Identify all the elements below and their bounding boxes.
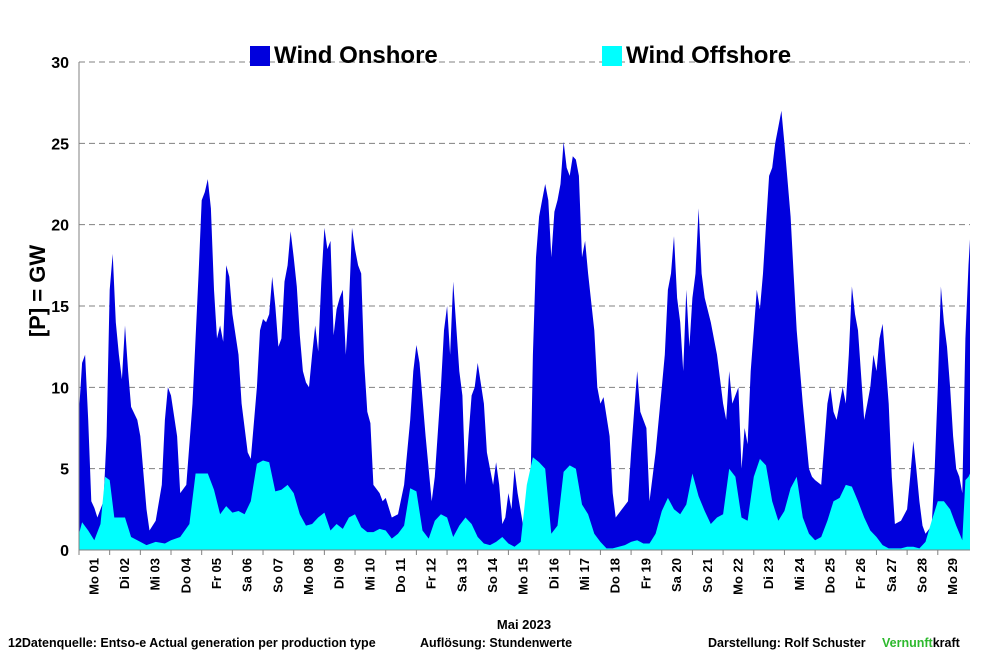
footer-source: 12Datenquelle: Entso-e Actual generation…	[8, 636, 376, 650]
x-tick-label: So 14	[485, 557, 500, 592]
x-tick-label: Di 23	[761, 558, 776, 589]
x-tick-labels: Mo 01 Di 02 Mi 03 Do 04 Fr 05 Sa 06 So 07 Mo 08…	[78, 550, 960, 595]
x-tick-label: Sa 27	[884, 558, 899, 592]
footer-resolution: Auflösung: Stundenwerte	[420, 636, 573, 650]
x-tick-label: Mo 22	[730, 558, 745, 595]
x-tick-label: Di 09	[332, 558, 347, 589]
y-tick-label-30: 30	[51, 55, 69, 72]
legend-label-offshore: Wind Offshore	[626, 42, 792, 69]
x-tick-label: Fr 12	[424, 558, 439, 589]
x-tick-label: Sa 06	[240, 558, 255, 592]
x-axis-title: Mai 2023	[496, 617, 552, 632]
x-tick-label: So 07	[270, 558, 285, 593]
x-tick-label: Mo 29	[945, 558, 960, 595]
footer-author: Darstellung: Rolf Schuster	[708, 636, 866, 650]
axes	[78, 62, 970, 551]
x-tick-label: Di 02	[117, 558, 132, 589]
area-wind-offshore	[79, 457, 970, 550]
x-tick-label: Fr 26	[853, 558, 868, 589]
x-tick-label: Do 04	[178, 557, 193, 593]
y-tick-label-0: 0	[60, 543, 69, 560]
area-series	[79, 110, 970, 551]
y-tick-label-20: 20	[51, 218, 69, 235]
x-tick-label: Fr 05	[209, 558, 224, 589]
y-tick-label-5: 5	[60, 462, 69, 479]
legend-swatch-onshore	[250, 46, 270, 66]
legend-label-onshore: Wind Onshore	[274, 42, 438, 69]
area-wind-onshore	[79, 110, 970, 551]
y-axis-title: [P] = GW	[25, 244, 50, 338]
x-tick-label: Mi 10	[362, 558, 377, 591]
x-tick-label: Do 18	[608, 558, 623, 593]
legend-swatch-offshore	[602, 46, 622, 66]
y-tick-label-15: 15	[51, 299, 69, 316]
x-tick-label: So 28	[914, 558, 929, 593]
x-tick-label: Sa 13	[454, 558, 469, 592]
x-tick-label: Di 16	[546, 558, 561, 589]
x-tick-label: Mo 08	[301, 558, 316, 595]
brand-black-part: kraft	[932, 636, 960, 650]
x-tick-label: Fr 19	[638, 558, 653, 589]
y-tick-label-25: 25	[51, 136, 69, 153]
x-tick-label: Mi 24	[792, 557, 807, 590]
x-tick-label: Sa 20	[669, 558, 684, 592]
brand-green-part: Vernunft	[882, 636, 933, 650]
y-tick-labels: 0 5 10 15 20 25 30	[51, 55, 69, 560]
x-tick-label: Do 25	[822, 558, 837, 593]
footer-brand: Vernunftkraft	[882, 636, 960, 650]
x-tick-label: Do 11	[393, 558, 408, 593]
x-tick-label: So 21	[700, 558, 715, 593]
gridlines	[79, 61, 970, 470]
x-tick-label: Mi 17	[577, 558, 592, 591]
legend-item-onshore: Wind Onshore	[250, 40, 438, 72]
x-tick-label: Mo 15	[516, 558, 531, 595]
legend-item-offshore: Wind Offshore	[602, 40, 791, 72]
y-tick-label-10: 10	[51, 380, 69, 397]
x-tick-label: Mi 03	[148, 558, 163, 591]
x-tick-label: Mo 01	[86, 558, 101, 595]
